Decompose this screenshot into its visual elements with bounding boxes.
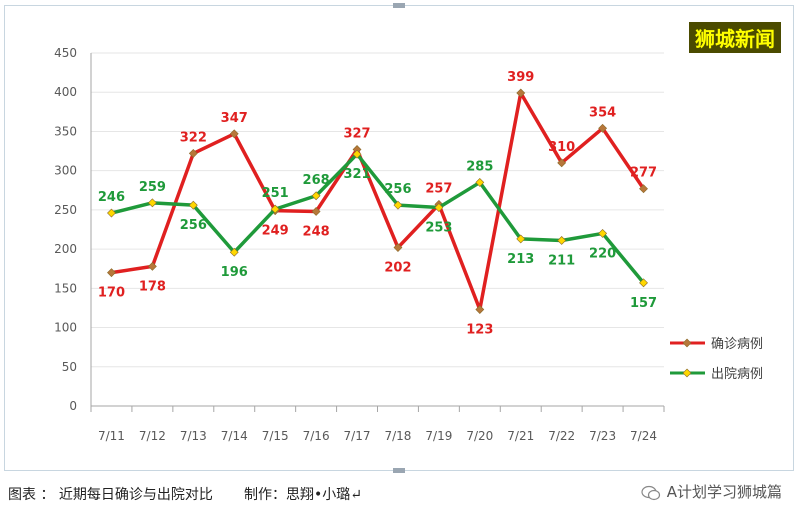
data-label-discharged: 268 xyxy=(303,173,330,188)
data-point-confirmed xyxy=(557,158,567,168)
series-line-discharged xyxy=(111,152,645,284)
data-label-confirmed: 322 xyxy=(180,130,207,145)
data-point-confirmed xyxy=(107,268,116,278)
chart-caption: 图表 ： 近期每日确诊与出院对比 制作：思翔•小璐↵ xyxy=(8,487,363,503)
data-point-discharged xyxy=(393,200,403,210)
y-tick-label: 300 xyxy=(54,164,77,178)
x-tick-label: 7/16 xyxy=(303,429,330,443)
x-tick-label: 7/19 xyxy=(425,429,452,443)
data-label-confirmed: 277 xyxy=(630,166,657,181)
data-point-confirmed xyxy=(475,305,485,314)
data-label-confirmed: 248 xyxy=(303,224,330,239)
data-point-discharged xyxy=(557,236,567,245)
data-label-confirmed: 202 xyxy=(384,261,411,276)
data-point-discharged xyxy=(434,203,444,212)
y-tick-label: 450 xyxy=(54,46,77,60)
x-tick-label: 7/14 xyxy=(221,429,248,443)
data-point-confirmed xyxy=(639,184,648,194)
data-label-discharged: 251 xyxy=(262,186,289,201)
data-point-discharged xyxy=(270,204,280,214)
data-label-discharged: 253 xyxy=(425,221,452,236)
x-tick-label: 7/22 xyxy=(548,429,575,443)
y-tick-label: 0 xyxy=(69,399,77,413)
data-label-discharged: 246 xyxy=(98,190,125,205)
grid-lines xyxy=(91,52,664,368)
data-point-discharged xyxy=(352,149,362,159)
x-tick-label: 7/21 xyxy=(507,429,534,443)
data-label-confirmed: 327 xyxy=(343,126,370,141)
data-label-confirmed: 123 xyxy=(466,323,493,338)
y-tick-label: 150 xyxy=(54,281,77,295)
wechat-icon xyxy=(641,485,660,500)
watermark-logo: 狮城新闻 xyxy=(689,22,781,53)
data-label-discharged: 256 xyxy=(384,182,411,197)
y-tick-label: 200 xyxy=(54,242,77,256)
x-tick-label: 7/20 xyxy=(466,429,493,443)
data-label-discharged: 220 xyxy=(589,246,616,261)
data-label-confirmed: 347 xyxy=(221,111,248,126)
data-point-confirmed xyxy=(598,123,608,133)
data-label-discharged: 213 xyxy=(507,252,534,267)
x-tick-label: 7/17 xyxy=(344,429,371,443)
data-label-discharged: 256 xyxy=(180,218,207,233)
data-label-confirmed: 249 xyxy=(262,224,289,239)
data-label-confirmed: 354 xyxy=(589,105,616,120)
data-point-confirmed xyxy=(516,88,526,98)
data-label-confirmed: 170 xyxy=(98,286,125,301)
source-credit: A计划学习狮城篇 xyxy=(641,481,782,502)
series-line-confirmed xyxy=(111,91,645,312)
x-tick-label: 7/15 xyxy=(262,429,289,443)
data-labels: 170 178 322 347 249 248 327 202 257 123 399 310 354 2… xyxy=(98,70,657,338)
data-point-discharged xyxy=(107,208,116,218)
data-point-discharged xyxy=(598,228,608,238)
data-label-discharged: 321 xyxy=(343,167,370,182)
data-point-discharged xyxy=(311,191,321,201)
data-point-discharged xyxy=(516,234,526,244)
series-lines xyxy=(107,88,648,314)
data-point-discharged xyxy=(639,278,648,288)
legend-marker-confirmed xyxy=(682,338,692,348)
data-label-confirmed: 178 xyxy=(139,279,166,294)
y-tick-label: 250 xyxy=(54,203,77,217)
data-label-discharged: 285 xyxy=(466,159,493,174)
data-label-discharged: 196 xyxy=(221,265,248,280)
x-tick-label: 7/12 xyxy=(139,429,166,443)
frame-top-handle[interactable] xyxy=(393,3,405,8)
data-label-confirmed: 310 xyxy=(548,140,575,155)
chart-frame: 0 50 100 150 200 250 300 350 400 450 7/11 7/12 7/13 7… xyxy=(4,3,794,473)
legend-label-confirmed: 确诊病例 xyxy=(711,337,763,352)
x-tick-label: 7/13 xyxy=(180,429,207,443)
credit-text: A计划学习狮城篇 xyxy=(666,483,782,501)
data-label-discharged: 157 xyxy=(630,296,657,311)
data-point-discharged xyxy=(475,178,485,187)
x-tick-label: 7/18 xyxy=(384,429,411,443)
data-label-discharged: 259 xyxy=(139,180,166,195)
x-tick-label: 7/23 xyxy=(589,429,616,443)
x-tick-label: 7/11 xyxy=(98,429,125,443)
legend-marker-discharged xyxy=(682,368,692,378)
y-tick-label: 100 xyxy=(54,321,77,335)
data-point-confirmed xyxy=(229,129,239,139)
data-point-confirmed xyxy=(311,207,321,216)
y-tick-label: 400 xyxy=(54,85,77,99)
data-label-discharged: 211 xyxy=(548,253,575,268)
data-point-discharged xyxy=(147,198,157,208)
data-point-confirmed xyxy=(147,261,157,271)
data-point-confirmed xyxy=(188,148,198,158)
data-point-discharged xyxy=(188,200,198,210)
line-chart: 0 50 100 150 200 250 300 350 400 450 7/11 7/12 7/13 7… xyxy=(54,46,763,443)
y-tick-label: 50 xyxy=(62,360,77,374)
data-label-confirmed: 399 xyxy=(507,70,534,85)
data-point-confirmed xyxy=(393,243,403,252)
legend-label-discharged: 出院病例 xyxy=(711,367,763,382)
x-tick-label: 7/24 xyxy=(630,429,657,443)
frame-bottom-handle[interactable] xyxy=(393,468,405,473)
axes: 0 50 100 150 200 250 300 350 400 450 7/11 7/12 7/13 7… xyxy=(54,46,665,443)
data-label-confirmed: 257 xyxy=(425,181,452,196)
data-point-discharged xyxy=(229,247,239,257)
y-tick-label: 350 xyxy=(54,124,77,138)
